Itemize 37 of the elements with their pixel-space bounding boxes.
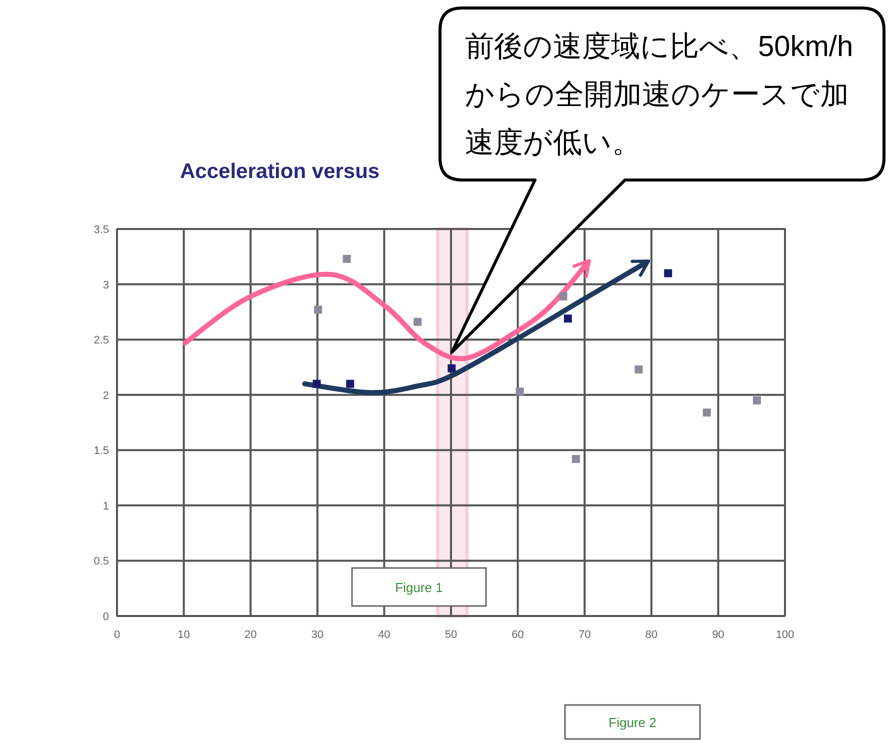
chart-title: Acceleration versus	[180, 160, 380, 183]
y-tick-label: 1.5	[94, 445, 109, 458]
caption: Figure 2	[608, 715, 656, 730]
point	[448, 364, 456, 372]
y-tick-label: 2	[102, 390, 109, 402]
x-tick-label: 80	[645, 629, 658, 641]
x-tick-label: 70	[578, 629, 591, 641]
x-tick-label: 90	[712, 629, 724, 641]
point	[346, 380, 354, 388]
x-tick-label: 100	[776, 629, 794, 641]
point	[312, 380, 321, 388]
point	[314, 306, 322, 314]
point	[559, 292, 568, 300]
y-tick-label: 0.5	[94, 556, 109, 568]
x-tick-label: 40	[378, 629, 390, 641]
point	[752, 396, 761, 404]
x-tick-label: 10	[178, 629, 190, 641]
x-tick-label: 50	[444, 629, 458, 641]
y-tick-label: 0	[102, 611, 109, 623]
y-tick-label: 3.5	[94, 224, 109, 236]
x-tick-label: 30	[311, 629, 324, 641]
point	[572, 454, 580, 463]
y-tick-label: 3	[102, 279, 109, 292]
x-tick-label: 60	[512, 629, 524, 641]
y-tick-label: 1	[102, 500, 109, 512]
x-tick-label: 0	[114, 629, 120, 641]
point	[564, 314, 572, 323]
point	[634, 365, 643, 374]
point	[342, 254, 351, 263]
point	[414, 318, 422, 326]
point	[664, 269, 672, 278]
annotation: Figure 1	[395, 580, 443, 595]
y-tick-label: 2.5	[94, 334, 109, 347]
point	[702, 408, 711, 417]
text: 前後の速度域に比べ、50km/hからの全開加速のケースで加速度が低い。	[465, 31, 854, 159]
point	[516, 388, 524, 396]
x-tick-label: 20	[244, 629, 257, 641]
